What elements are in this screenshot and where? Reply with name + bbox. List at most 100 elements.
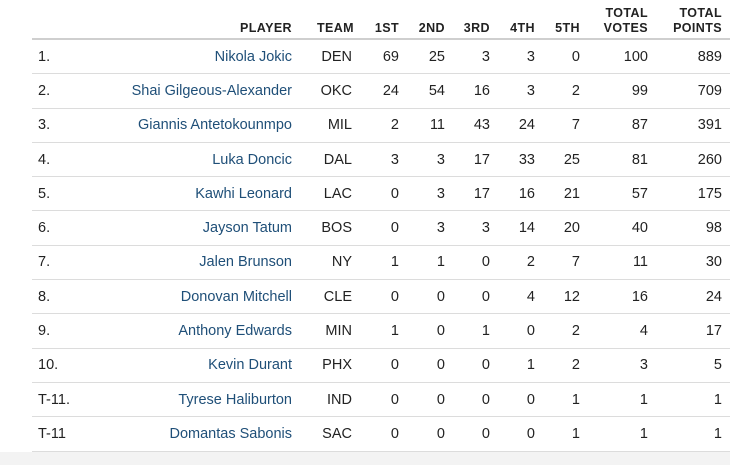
fifth-place-votes-cell: 7 xyxy=(543,245,588,281)
first-place-votes-cell: 0 xyxy=(362,279,407,315)
first-place-votes-cell: 0 xyxy=(362,382,407,418)
table-row: 8. Donovan Mitchell CLE 0 0 0 4 12 16 24 xyxy=(32,279,730,315)
second-place-votes-cell: 25 xyxy=(407,39,453,75)
fourth-place-votes-cell: 0 xyxy=(498,313,543,349)
fourth-place-votes-cell: 1 xyxy=(498,348,543,383)
table-row: 5. Kawhi Leonard LAC 0 3 17 16 21 57 175 xyxy=(32,176,730,212)
fourth-place-votes-cell: 33 xyxy=(498,142,543,178)
player-name-link[interactable]: Kevin Durant xyxy=(106,348,300,383)
column-header-player[interactable]: PLAYER xyxy=(106,0,300,40)
first-place-votes-cell: 0 xyxy=(362,210,407,246)
player-name-link[interactable]: Luka Doncic xyxy=(106,142,300,178)
total-points-cell: 889 xyxy=(656,39,730,75)
table-header-row: PLAYER TEAM 1ST 2ND 3RD 4TH 5TH TOTAL VO… xyxy=(32,0,730,40)
column-header-rank xyxy=(32,0,106,40)
first-place-votes-cell: 0 xyxy=(362,348,407,383)
column-header-team[interactable]: TEAM xyxy=(300,0,362,40)
fourth-place-votes-cell: 3 xyxy=(498,73,543,109)
first-place-votes-cell: 69 xyxy=(362,39,407,75)
fifth-place-votes-cell: 2 xyxy=(543,73,588,109)
total-points-cell: 5 xyxy=(656,348,730,383)
total-votes-cell: 1 xyxy=(588,416,656,452)
voting-results-panel: PLAYER TEAM 1ST 2ND 3RD 4TH 5TH TOTAL VO… xyxy=(32,0,730,465)
total-votes-cell: 81 xyxy=(588,142,656,178)
fourth-place-votes-cell: 16 xyxy=(498,176,543,212)
column-header-1st[interactable]: 1ST xyxy=(362,0,407,40)
total-points-cell: 709 xyxy=(656,73,730,109)
first-place-votes-cell: 24 xyxy=(362,73,407,109)
player-name-link[interactable]: Donovan Mitchell xyxy=(106,279,300,315)
column-header-total-votes-line2: VOTES xyxy=(603,21,648,35)
second-place-votes-cell: 3 xyxy=(407,176,453,212)
second-place-votes-cell: 0 xyxy=(407,416,453,452)
fifth-place-votes-cell: 2 xyxy=(543,313,588,349)
third-place-votes-cell: 0 xyxy=(453,382,498,418)
fifth-place-votes-cell: 1 xyxy=(543,382,588,418)
third-place-votes-cell: 0 xyxy=(453,416,498,452)
team-cell: MIN xyxy=(300,313,362,349)
fifth-place-votes-cell: 1 xyxy=(543,416,588,452)
column-header-3rd[interactable]: 3RD xyxy=(453,0,498,40)
rank-cell: T-11. xyxy=(32,382,106,418)
rank-cell: 6. xyxy=(32,210,106,246)
third-place-votes-cell: 3 xyxy=(453,39,498,75)
fifth-place-votes-cell: 20 xyxy=(543,210,588,246)
total-points-cell: 17 xyxy=(656,313,730,349)
column-header-total-votes[interactable]: TOTAL VOTES xyxy=(588,0,656,40)
team-cell: MIL xyxy=(300,108,362,143)
player-name-link[interactable]: Shai Gilgeous-Alexander xyxy=(106,73,300,109)
fourth-place-votes-cell: 2 xyxy=(498,245,543,281)
column-header-2nd[interactable]: 2ND xyxy=(407,0,453,40)
player-name-link[interactable]: Anthony Edwards xyxy=(106,313,300,349)
second-place-votes-cell: 0 xyxy=(407,313,453,349)
team-cell: OKC xyxy=(300,73,362,109)
total-points-cell: 1 xyxy=(656,416,730,452)
player-name-link[interactable]: Giannis Antetokounmpo xyxy=(106,108,300,143)
player-name-link[interactable]: Nikola Jokic xyxy=(106,39,300,75)
total-points-cell: 260 xyxy=(656,142,730,178)
rank-cell: 1. xyxy=(32,39,106,75)
total-points-cell: 98 xyxy=(656,210,730,246)
page-footer-background xyxy=(0,452,730,465)
column-header-total-points-line2: POINTS xyxy=(673,21,722,35)
fourth-place-votes-cell: 3 xyxy=(498,39,543,75)
player-name-link[interactable]: Domantas Sabonis xyxy=(106,416,300,452)
team-cell: IND xyxy=(300,382,362,418)
team-cell: LAC xyxy=(300,176,362,212)
column-header-4th[interactable]: 4TH xyxy=(498,0,543,40)
column-header-total-votes-line1: TOTAL xyxy=(605,6,648,20)
first-place-votes-cell: 3 xyxy=(362,142,407,178)
total-points-cell: 175 xyxy=(656,176,730,212)
team-cell: DEN xyxy=(300,39,362,75)
column-header-total-points[interactable]: TOTAL POINTS xyxy=(656,0,730,40)
total-votes-cell: 3 xyxy=(588,348,656,383)
rank-cell: 3. xyxy=(32,108,106,143)
total-votes-cell: 100 xyxy=(588,39,656,75)
total-votes-cell: 11 xyxy=(588,245,656,281)
team-cell: BOS xyxy=(300,210,362,246)
fourth-place-votes-cell: 24 xyxy=(498,108,543,143)
table-row: 9. Anthony Edwards MIN 1 0 1 0 2 4 17 xyxy=(32,313,730,349)
second-place-votes-cell: 0 xyxy=(407,279,453,315)
total-points-cell: 30 xyxy=(656,245,730,281)
first-place-votes-cell: 1 xyxy=(362,245,407,281)
rank-cell: 7. xyxy=(32,245,106,281)
column-header-5th[interactable]: 5TH xyxy=(543,0,588,40)
player-name-link[interactable]: Kawhi Leonard xyxy=(106,176,300,212)
player-name-link[interactable]: Jayson Tatum xyxy=(106,210,300,246)
third-place-votes-cell: 0 xyxy=(453,348,498,383)
fifth-place-votes-cell: 0 xyxy=(543,39,588,75)
fifth-place-votes-cell: 7 xyxy=(543,108,588,143)
team-cell: CLE xyxy=(300,279,362,315)
fifth-place-votes-cell: 25 xyxy=(543,142,588,178)
rank-cell: 2. xyxy=(32,73,106,109)
fourth-place-votes-cell: 0 xyxy=(498,382,543,418)
table-row: 4. Luka Doncic DAL 3 3 17 33 25 81 260 xyxy=(32,142,730,178)
player-name-link[interactable]: Jalen Brunson xyxy=(106,245,300,281)
first-place-votes-cell: 1 xyxy=(362,313,407,349)
second-place-votes-cell: 3 xyxy=(407,210,453,246)
total-votes-cell: 1 xyxy=(588,382,656,418)
team-cell: SAC xyxy=(300,416,362,452)
page-margin xyxy=(0,0,32,465)
player-name-link[interactable]: Tyrese Haliburton xyxy=(106,382,300,418)
